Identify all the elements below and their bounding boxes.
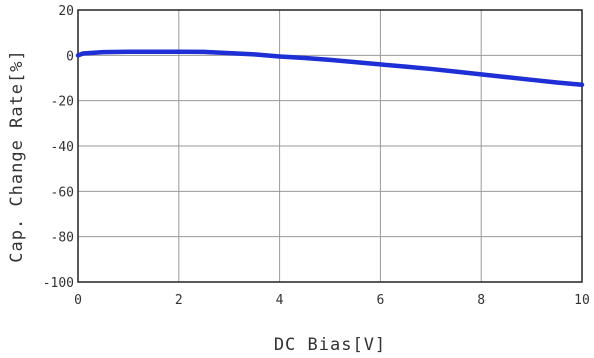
y-axis-label: Cap. Change Rate[%] (7, 49, 27, 262)
plot-area (77, 9, 583, 283)
y-tick-label: -80 (51, 231, 74, 246)
series-layer (75, 49, 585, 88)
x-tick-label: 4 (276, 293, 284, 308)
x-tick-label: 8 (477, 293, 485, 308)
y-tick-label: 20 (58, 4, 74, 19)
x-axis-ticks: 0 2 4 6 8 10 (74, 293, 590, 308)
y-tick-label: -40 (51, 140, 74, 155)
x-tick-label: 0 (74, 293, 82, 308)
x-tick-label: 6 (376, 293, 384, 308)
y-tick-label: 0 (66, 49, 74, 64)
series-line-0 (75, 49, 585, 88)
x-tick-label: 10 (574, 293, 590, 308)
y-axis-ticks: 20 0 -20 -40 -60 -80 -100 (43, 4, 74, 291)
x-axis-label: DC Bias[V] (274, 335, 386, 355)
y-tick-label: -60 (51, 185, 74, 200)
y-tick-label: -20 (51, 95, 74, 110)
x-tick-label: 2 (175, 293, 183, 308)
y-tick-label: -100 (43, 276, 74, 291)
